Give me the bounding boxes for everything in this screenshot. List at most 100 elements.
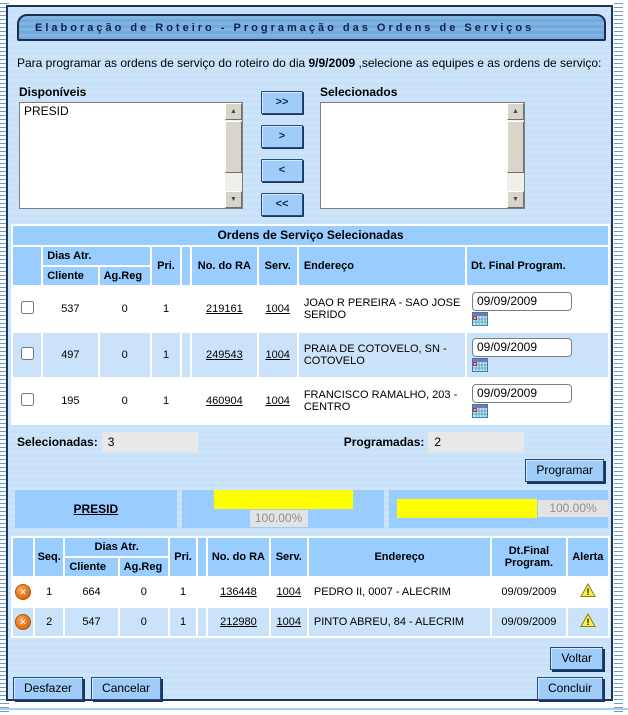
cliente-header: Cliente [65, 557, 118, 576]
dias-atr-header: Dias Atr. [43, 246, 150, 265]
ag-reg-value: 0 [119, 577, 169, 606]
progress-bar [397, 499, 537, 519]
team-name-panel: PRESID [15, 489, 177, 528]
calendar-icon[interactable] [471, 311, 488, 326]
available-scrollbar[interactable]: ▲ ▼ [225, 102, 242, 208]
move-all-right-button[interactable]: >> [261, 90, 303, 114]
spacer-cell [198, 577, 207, 606]
left-margin-stripes [0, 0, 9, 715]
serv-link[interactable]: 1004 [276, 615, 301, 628]
table-row: ✕ 1 664 0 1 136448 1004 PEDRO II, 0007 -… [13, 577, 608, 606]
warning-icon[interactable]: ! [579, 612, 596, 628]
dt-final-header: Dt.Final Program. [492, 537, 566, 576]
ra-link[interactable]: 219161 [206, 302, 243, 315]
move-left-button[interactable]: < [261, 158, 303, 182]
available-label: Disponíveis [19, 84, 87, 99]
selected-listbox[interactable]: ▲ ▼ [320, 101, 525, 209]
list-item[interactable]: PRESID [24, 103, 69, 118]
cliente-value: 547 [65, 607, 118, 636]
table-row: 537 0 1 219161 1004 JOAO R PEREIRA - SAO… [13, 286, 608, 331]
row-checkbox[interactable] [20, 346, 34, 360]
date-input[interactable] [471, 383, 572, 403]
concluir-button[interactable]: Concluir [536, 676, 603, 700]
table-row: 497 0 1 249543 1004 PRAIA DE COTOVELO, S… [13, 332, 608, 377]
desfazer-button[interactable]: Desfazer [13, 676, 84, 700]
calendar-icon[interactable] [471, 357, 488, 372]
ra-link[interactable]: 249543 [206, 348, 243, 361]
row-checkbox[interactable] [20, 300, 34, 314]
voltar-button[interactable]: Voltar [550, 646, 603, 670]
scroll-down-icon[interactable]: ▼ [225, 190, 242, 208]
transfer-buttons: >> > < << [260, 90, 304, 216]
ag-reg-value: 0 [119, 607, 169, 636]
team-link[interactable]: PRESID [73, 501, 119, 516]
main-panel: Elaboração de Roteiro - Programação das … [6, 5, 613, 701]
ag-reg-value: 0 [99, 378, 150, 423]
endereco-value: PINTO ABREU, 84 - ALECRIM [308, 607, 491, 636]
move-all-left-button[interactable]: << [261, 192, 303, 216]
serv-link[interactable]: 1004 [276, 585, 301, 598]
available-listbox[interactable]: PRESID ▲ ▼ [19, 101, 243, 209]
scroll-up-icon[interactable]: ▲ [225, 102, 242, 120]
endereco-value: JOAO R PEREIRA - SAO JOSE SERIDO [298, 286, 465, 331]
date-input[interactable] [471, 337, 572, 357]
pri-value: 1 [170, 607, 197, 636]
calendar-icon[interactable] [471, 403, 488, 418]
summary-row: Selecionadas: 3 Programadas: 2 [17, 431, 608, 452]
spacer-header [198, 537, 207, 576]
warning-mark: ! [586, 617, 589, 627]
serv-link[interactable]: 1004 [265, 348, 290, 361]
serv-link[interactable]: 1004 [265, 394, 290, 407]
row-checkbox[interactable] [20, 392, 34, 406]
serv-link[interactable]: 1004 [265, 302, 290, 315]
spacer-cell [198, 607, 207, 636]
remove-column-header [13, 537, 34, 576]
date-value: 09/09/2009 [492, 577, 566, 606]
endereco-header: Endereço [298, 246, 465, 285]
serv-header: Serv. [258, 246, 297, 285]
dt-final-header: Dt. Final Program. [466, 246, 608, 285]
date-value: 09/09/2009 [492, 607, 566, 636]
ra-link[interactable]: 136448 [220, 585, 257, 598]
scrollbar-thumb[interactable] [507, 120, 524, 173]
alerta-header: Alerta [567, 537, 608, 576]
cliente-header: Cliente [43, 266, 98, 285]
right-margin-stripes [614, 0, 623, 715]
remove-icon[interactable]: ✕ [15, 583, 32, 600]
ra-link[interactable]: 212980 [220, 615, 257, 628]
selected-column: Selecionados ▲ ▼ [320, 85, 525, 209]
table-row: 195 0 1 460904 1004 FRANCISCO RAMALHO, 2… [13, 378, 608, 423]
date-input[interactable] [471, 291, 572, 311]
programar-button[interactable]: Programar [525, 458, 604, 482]
ag-reg-header: Ag.Reg [99, 266, 150, 285]
endereco-value: FRANCISCO RAMALHO, 203 - CENTRO [298, 378, 465, 423]
serv-header: Serv. [270, 537, 307, 576]
orders-table-wrap: Ordens de Serviço Selecionadas Dias Atr.… [11, 223, 610, 425]
selected-scrollbar[interactable]: ▲ ▼ [507, 102, 524, 208]
pri-value: 1 [151, 286, 181, 331]
spacer-cell [182, 378, 191, 423]
bottom-divider [0, 708, 628, 710]
pri-value: 1 [151, 332, 181, 377]
spacer-header [182, 246, 191, 285]
remove-icon[interactable]: ✕ [15, 613, 32, 630]
move-right-button[interactable]: > [261, 124, 303, 148]
pri-value: 1 [151, 378, 181, 423]
ra-link[interactable]: 460904 [206, 394, 243, 407]
scrollbar-thumb[interactable] [225, 120, 242, 173]
scroll-down-icon[interactable]: ▼ [507, 190, 524, 208]
pri-header: Pri. [170, 537, 197, 576]
scheduled-table-wrap: Seq. Dias Atr. Pri. No. do RA Serv. Ende… [11, 535, 610, 638]
team-dual-list: Disponíveis PRESID ▲ ▼ >> > < << Selecio… [19, 85, 608, 216]
pri-header: Pri. [151, 246, 181, 285]
dias-atr-header: Dias Atr. [65, 537, 169, 556]
cancelar-button[interactable]: Cancelar [91, 676, 162, 700]
ra-header: No. do RA [192, 246, 257, 285]
scroll-up-icon[interactable]: ▲ [507, 102, 524, 120]
warning-icon[interactable]: ! [579, 582, 596, 598]
intro-before: Para programar as ordens de serviço do r… [17, 56, 309, 70]
ag-reg-value: 0 [99, 286, 150, 331]
team-progress-panel-2: 100.00% [389, 489, 608, 528]
available-column: Disponíveis PRESID ▲ ▼ [19, 85, 243, 209]
progress-bar [213, 489, 353, 509]
